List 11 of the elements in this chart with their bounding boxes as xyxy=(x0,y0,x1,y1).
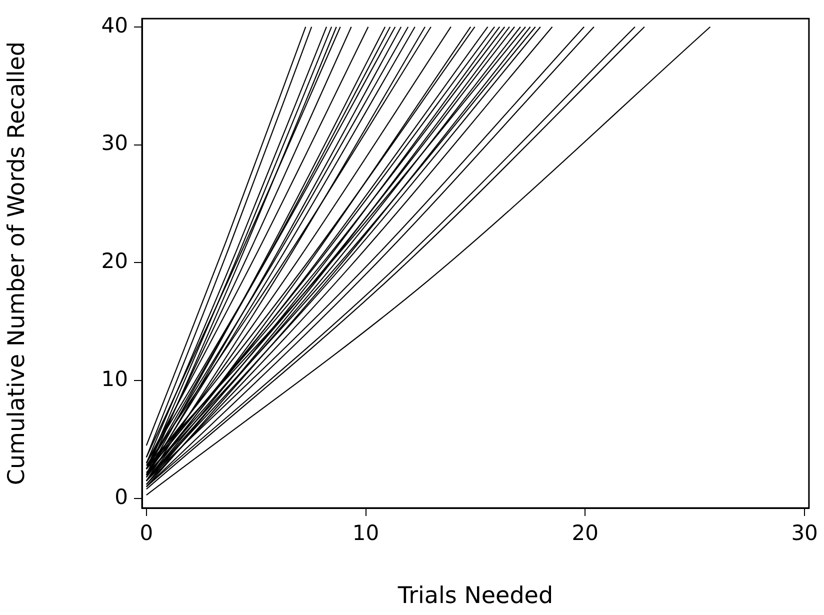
x-tick-label: 20 xyxy=(572,521,599,546)
x-tick-label: 30 xyxy=(791,521,818,546)
y-tick-label: 10 xyxy=(101,367,128,392)
x-axis-title: Trials Needed xyxy=(396,583,554,610)
y-tick-label: 30 xyxy=(101,131,128,156)
x-tick-label: 0 xyxy=(140,521,154,546)
y-tick-label: 40 xyxy=(101,13,128,38)
x-tick-label: 10 xyxy=(352,521,380,546)
y-axis-title: Cumulative Number of Words Recalled xyxy=(4,42,30,486)
y-tick-label: 0 xyxy=(114,485,128,510)
y-tick-label: 20 xyxy=(101,249,128,274)
